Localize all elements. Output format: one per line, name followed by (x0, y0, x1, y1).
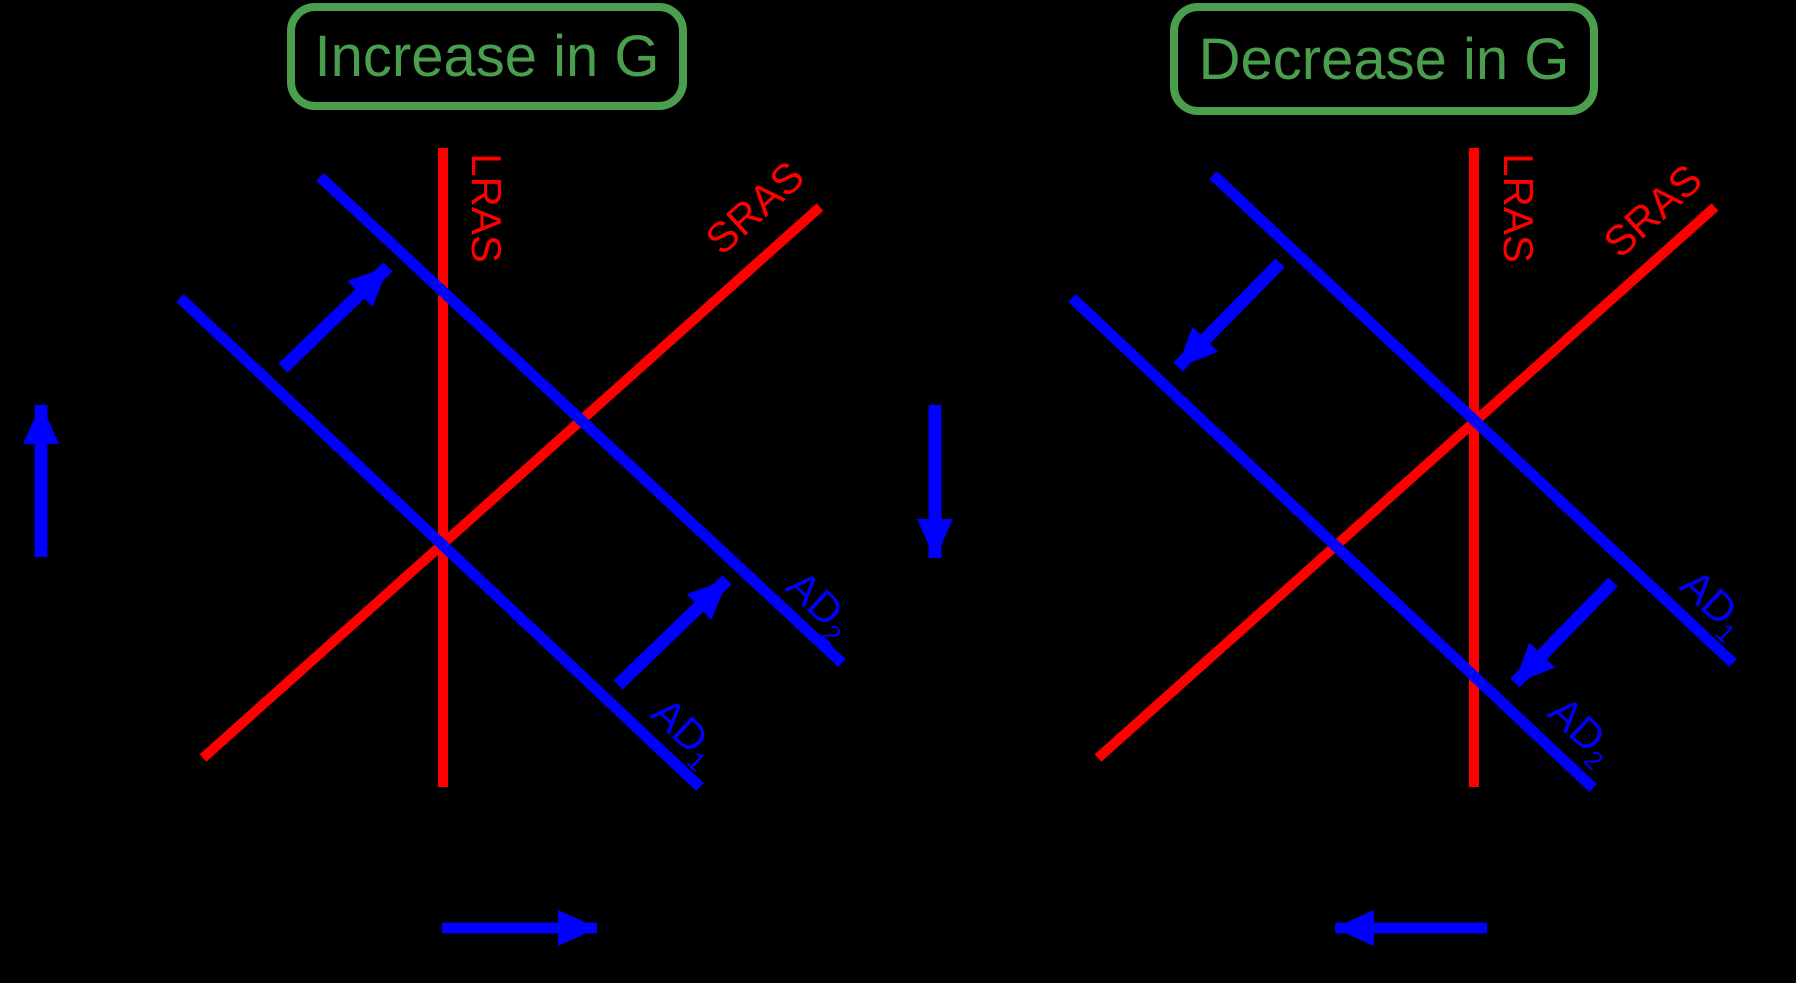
sras-line-left (199, 203, 824, 762)
ad1-line-left (176, 293, 704, 792)
ad-shift-arrow-upper-left-panel (278, 262, 393, 373)
ad-shift-arrow-upper-right-panel (1173, 258, 1285, 372)
ad-shift-arrow-lower-right-panel (1510, 577, 1618, 688)
left-panel-title: Increase in G (314, 24, 660, 89)
ad1-line-right (1209, 170, 1737, 668)
lras-label-left: LRAS (463, 153, 510, 263)
left-panel-title-box: Increase in G (287, 3, 687, 110)
right-panel-lines (917, 148, 1737, 946)
right-panel-title: Decrease in G (1198, 26, 1570, 92)
ad-shift-arrow-lower-left-panel (613, 575, 732, 690)
sras-line-right (1094, 203, 1719, 762)
right-panel-title-box: Decrease in G (1170, 3, 1598, 115)
ad2-line-right (1068, 293, 1597, 793)
left-panel-lines (22, 148, 846, 946)
lras-label-right: LRAS (1495, 153, 1542, 263)
ad2-line-left (316, 172, 846, 668)
